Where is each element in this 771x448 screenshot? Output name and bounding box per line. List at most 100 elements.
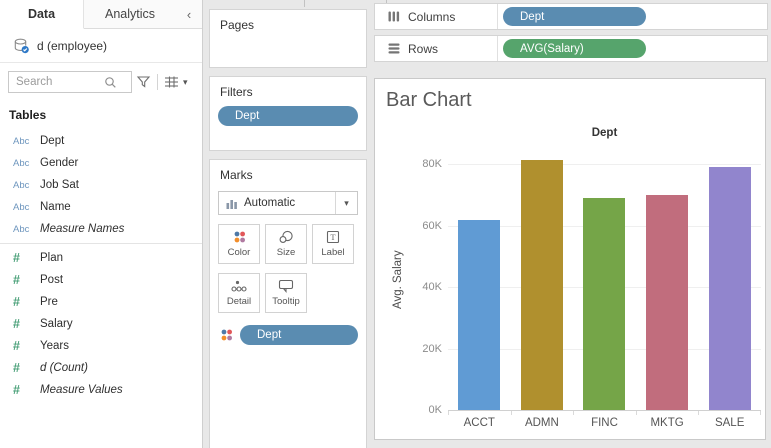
view-options-caret-icon[interactable]: ▾ (183, 76, 188, 87)
columns-shelf-label: Columns (375, 4, 498, 29)
field-pre[interactable]: # Pre (13, 295, 58, 309)
number-field-icon: # (13, 317, 20, 331)
database-icon (13, 38, 30, 54)
x-axis-labels: ACCT ADMN FINC MKTG SALE (448, 417, 761, 429)
text-field-icon: Abc (13, 223, 30, 235)
marks-color-encoding-row: Dept (219, 325, 358, 345)
bar-column (698, 149, 761, 410)
label-icon: T (326, 230, 340, 244)
field-measure-names[interactable]: Abc Measure Names (13, 223, 125, 235)
columns-pill-dept[interactable]: Dept (503, 7, 646, 26)
sheet-title: Bar Chart (386, 89, 472, 111)
collapse-pane-icon[interactable]: ‹ (186, 6, 192, 22)
cards-column: Pages Filters Dept Marks Automatic (204, 0, 371, 448)
bar-admn[interactable] (520, 160, 563, 410)
x-category-label: SALE (714, 417, 745, 429)
toolbar-remnant-tick (304, 0, 305, 7)
svg-text:T: T (330, 232, 336, 242)
tables-header: Tables (9, 108, 47, 122)
mark-type-caret-icon[interactable]: ▾ (335, 192, 357, 214)
gridline (448, 164, 761, 166)
marks-card: Marks Automatic ▾ (209, 159, 367, 448)
data-pane: Data Analytics ‹ d (employee) (0, 0, 203, 448)
search-input[interactable] (16, 76, 104, 88)
tab-data[interactable]: Data (0, 0, 84, 29)
text-field-icon: Abc (13, 157, 30, 169)
column-field-header: Dept (591, 127, 618, 139)
text-field-icon: Abc (13, 135, 30, 147)
bar-column (511, 149, 574, 410)
field-job-sat[interactable]: Abc Job Sat (13, 179, 79, 191)
bar-acct[interactable] (458, 220, 501, 410)
marks-pill-dept[interactable]: Dept (240, 325, 358, 345)
marks-buttons-row-2: Detail Tooltip (218, 273, 358, 313)
rows-shelf-label: Rows (375, 36, 498, 61)
color-button[interactable]: Color (218, 224, 260, 264)
rows-pill-avg-salary[interactable]: AVG(Salary) (503, 39, 646, 58)
plot-area[interactable] (448, 149, 761, 415)
color-encoding-icon (219, 328, 234, 342)
field-post[interactable]: # Post (13, 273, 64, 287)
y-tick-label: 80K (422, 158, 442, 171)
y-tick-label: 40K (422, 281, 442, 294)
label-button[interactable]: T Label (312, 224, 354, 264)
detail-icon (231, 279, 247, 293)
field-gender[interactable]: Abc Gender (13, 157, 79, 169)
bar-sale[interactable] (708, 167, 751, 410)
bar-column (448, 149, 511, 410)
field-d-count[interactable]: # d (Count) (13, 361, 88, 375)
x-category-label: FINC (591, 417, 618, 429)
columns-shelf[interactable]: Columns Dept (374, 3, 768, 30)
datasource-name: d (employee) (37, 39, 108, 53)
bar-column (573, 149, 636, 410)
x-axis-tick (760, 411, 761, 415)
tab-analytics[interactable]: Analytics (104, 7, 156, 21)
pages-card-title: Pages (220, 18, 255, 32)
x-axis-tick (635, 411, 637, 415)
columns-icon (388, 11, 400, 22)
field-salary[interactable]: # Salary (13, 317, 73, 331)
mark-type-dropdown[interactable]: Automatic ▾ (218, 191, 358, 215)
worksheet[interactable]: Bar Chart Dept Avg. Salary 0K 20K 40K 60K 80… (374, 78, 766, 440)
bar-mktg[interactable] (646, 195, 689, 410)
filters-card-title: Filters (220, 85, 253, 99)
field-years[interactable]: # Years (13, 339, 69, 353)
bar-finc[interactable] (583, 198, 626, 410)
y-tick-label: 20K (422, 342, 442, 355)
x-category-label: ACCT (463, 417, 495, 429)
field-name[interactable]: Abc Name (13, 201, 71, 213)
number-field-icon: # (13, 339, 20, 353)
y-tick-label: 60K (422, 219, 442, 232)
x-category-label: ADMN (524, 417, 559, 429)
pane-tabs: Data Analytics ‹ (0, 0, 202, 29)
number-field-icon: # (13, 383, 20, 397)
size-button[interactable]: Size (265, 224, 307, 264)
number-field-icon: # (13, 273, 20, 287)
bar-column (636, 149, 699, 410)
rows-shelf[interactable]: Rows AVG(Salary) (374, 35, 768, 62)
number-field-icon: # (13, 251, 20, 265)
filter-fields-icon[interactable] (136, 75, 151, 89)
main-area: Columns Dept Rows AVG(Salary) (371, 0, 771, 448)
color-icon (232, 230, 247, 244)
pages-card[interactable]: Pages (209, 9, 367, 68)
search-box[interactable] (8, 71, 132, 93)
dimension-measure-divider (0, 243, 202, 244)
tooltip-icon (278, 279, 294, 293)
tooltip-button[interactable]: Tooltip (265, 273, 307, 313)
field-plan[interactable]: # Plan (13, 251, 64, 265)
view-options-icon[interactable] (164, 76, 179, 88)
search-icon (104, 76, 117, 89)
filters-card[interactable]: Filters Dept (209, 76, 367, 151)
filter-pill-dept[interactable]: Dept (218, 106, 358, 126)
search-row: ▾ (0, 63, 202, 99)
rows-icon (388, 43, 400, 54)
datasource-row[interactable]: d (employee) (0, 29, 202, 63)
detail-button[interactable]: Detail (218, 273, 260, 313)
marks-buttons-row-1: Color Size T (218, 224, 358, 264)
y-axis-title: Avg. Salary (392, 250, 404, 310)
field-measure-values[interactable]: # Measure Values (13, 383, 123, 397)
bar-mark-icon (226, 198, 238, 209)
x-axis-tick (510, 411, 512, 415)
field-dept[interactable]: Abc Dept (13, 135, 65, 147)
